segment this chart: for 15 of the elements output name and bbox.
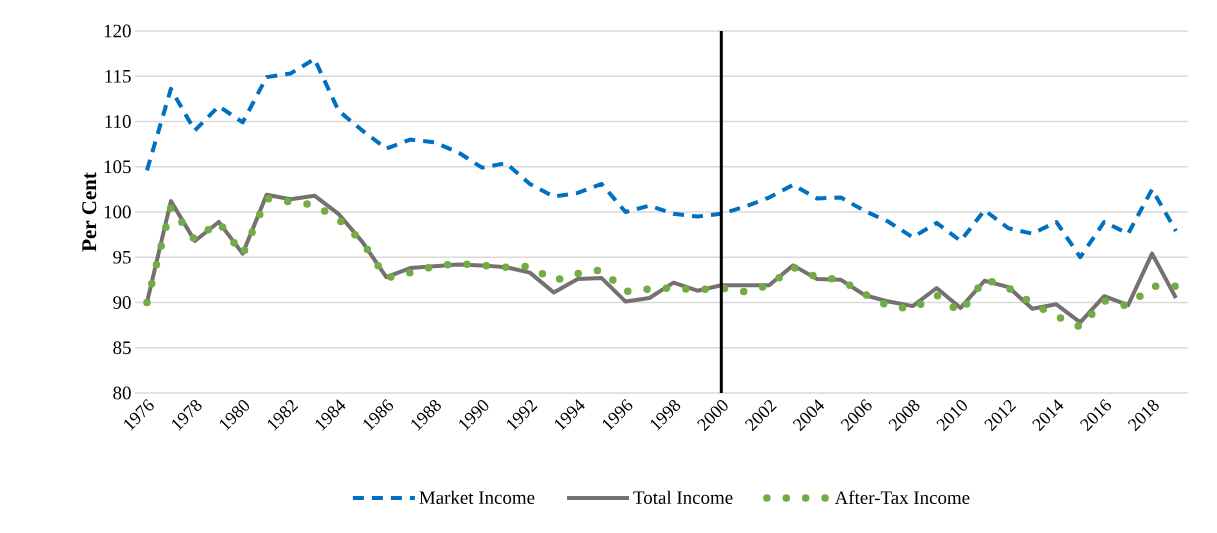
y-tick-label: 90	[113, 296, 131, 309]
y-tick-label: 120	[104, 24, 131, 38]
legend-label: Market Income	[419, 490, 535, 504]
line-series	[144, 57, 1178, 260]
y-tick-label: 100	[104, 205, 131, 219]
legend-label: After-Tax Income	[834, 490, 970, 505]
y-tick-label: 115	[105, 69, 131, 83]
y-tick-label: 85	[113, 341, 131, 355]
x-tick-label: 1992	[507, 400, 538, 431]
y-axis-title: Per Cent	[82, 172, 97, 252]
legend-label: Total Income	[633, 490, 733, 504]
y-tick-label: 110	[105, 115, 131, 128]
y-tick-label: 105	[104, 160, 131, 174]
y-tick-label: 95	[113, 250, 131, 264]
y-tick-label: 80	[113, 386, 131, 400]
